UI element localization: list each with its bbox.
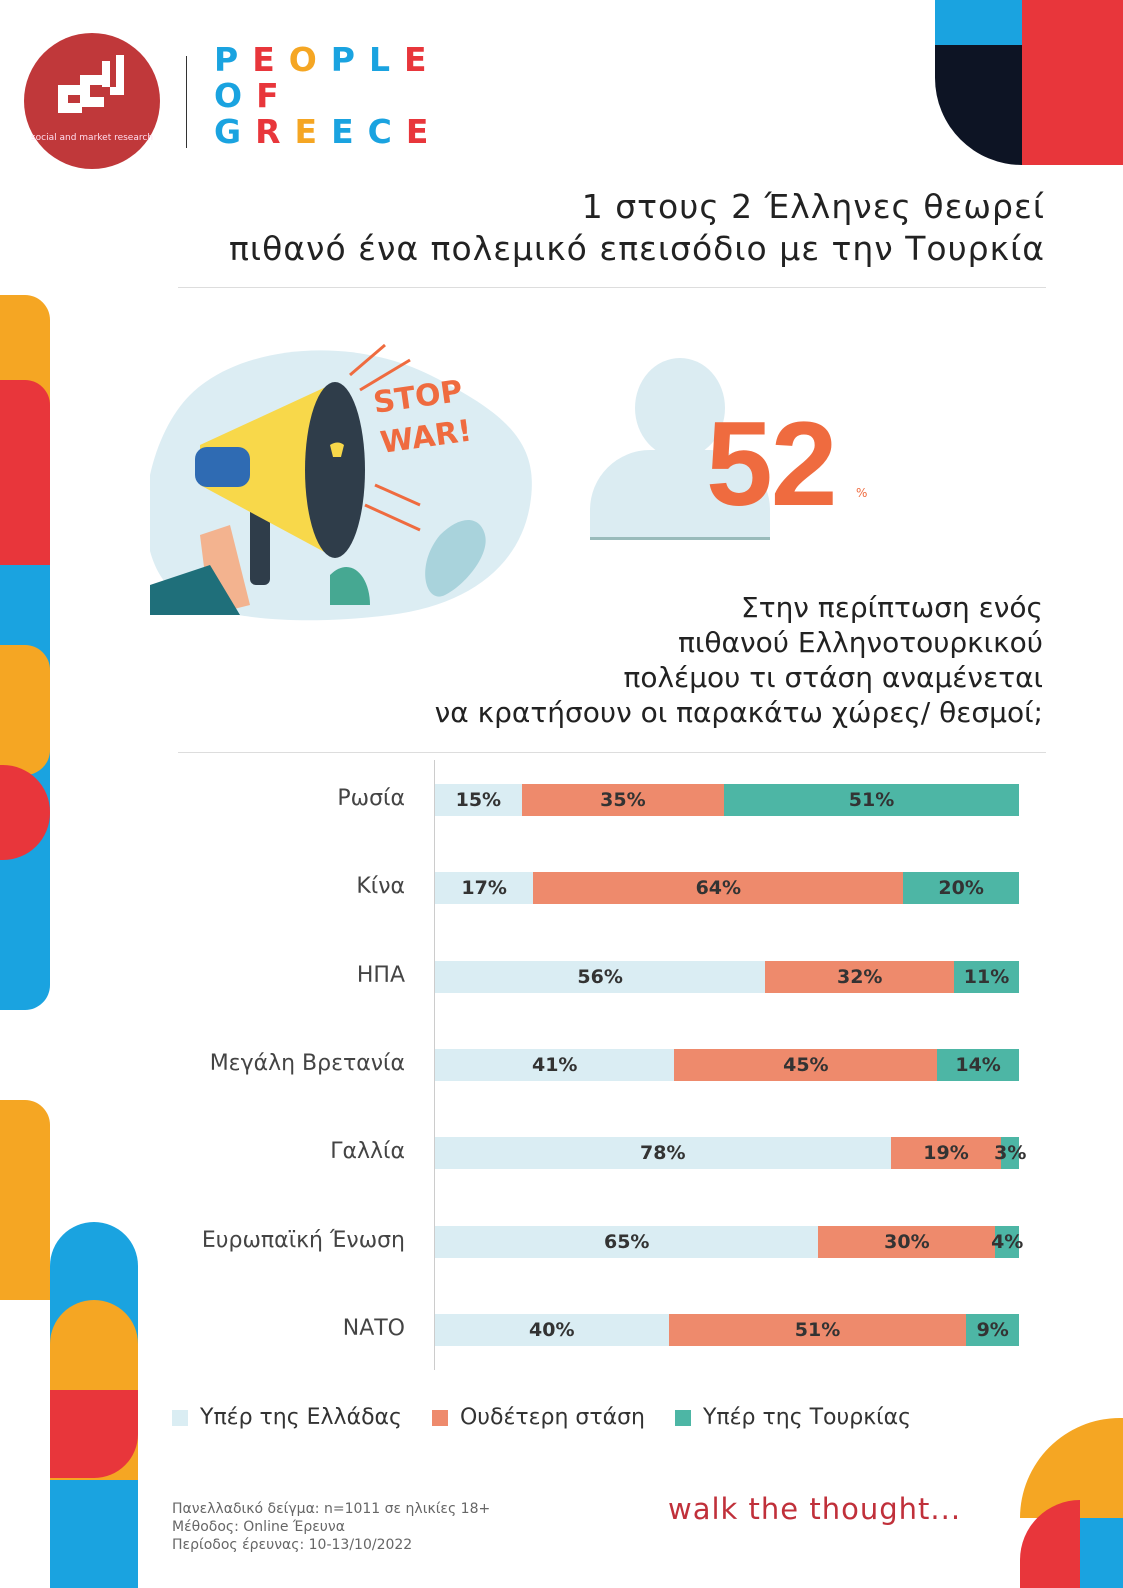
stacked-bar-chart: Ρωσία 15% 35% 51% Κίνα 17% 64% 20% ΗΠΑ 56% 32% 11% Μ…	[201, 784, 1026, 1346]
logo-text: social and market research	[30, 133, 154, 143]
bar-segment: 17%	[435, 872, 534, 905]
data-label: 20%	[938, 877, 984, 900]
bar-segment: 19%	[890, 1137, 1002, 1170]
megaphone-illustration: STOP WAR!	[150, 343, 532, 621]
bar-segment: 32%	[765, 960, 955, 993]
headline: 1 στους 2 Έλληνες θεωρεί πιθανό ένα πολε…	[229, 186, 1045, 270]
bar-segment: 15%	[435, 784, 522, 816]
logo-mark-icon	[58, 55, 124, 113]
bar-segment: 64%	[533, 872, 904, 905]
question-line: να κρατήσουν οι παρακάτω χώρες/ θεσμοί;	[434, 696, 1043, 729]
chart-legend: Υπέρ της Ελλάδας Ουδέτερη στάση Υπέρ της Τ…	[172, 1405, 911, 1430]
company-logo: social and market research	[24, 33, 160, 169]
footer-sample: Πανελλαδικό δείγμα: n=1011 σε ηλικίες 18…	[172, 1501, 491, 1517]
data-label: 51%	[794, 1318, 841, 1341]
data-label: 19%	[923, 1142, 969, 1165]
question-line: πιθανού Ελληνοτουρκικού	[678, 626, 1043, 659]
legend-swatch	[172, 1409, 188, 1426]
legend-swatch	[431, 1409, 448, 1426]
divider	[178, 752, 1046, 753]
category-label: Μεγάλη Βρετανία	[209, 1050, 405, 1076]
question-line: Στην περίπτωση ενός	[741, 591, 1043, 624]
legend-label: Υπέρ της Τουρκίας	[702, 1405, 912, 1430]
stat-unit: %	[856, 486, 868, 500]
data-label: 51%	[848, 789, 895, 811]
data-label: 15%	[455, 789, 502, 811]
question-line: πολέμου τι στάση αναμένεται	[623, 661, 1044, 694]
bar-segment: 51%	[724, 784, 1019, 816]
data-label: 30%	[884, 1230, 930, 1253]
bar-segment: 78%	[435, 1137, 891, 1170]
divider	[178, 287, 1046, 288]
bar-segment: 20%	[903, 872, 1019, 905]
category-label: Γαλλία	[330, 1139, 405, 1165]
category-label: Ευρωπαϊκή Ένωση	[201, 1227, 405, 1253]
data-label: 45%	[783, 1053, 829, 1076]
headline-line-2: πιθανό ένα πολεμικό επεισόδιο με την Του…	[229, 229, 1045, 268]
data-label: 56%	[577, 965, 623, 988]
bar-segment: 41%	[435, 1048, 675, 1081]
footer-method: Μέθοδος: Online Έρευνα	[172, 1519, 345, 1535]
legend-item: Υπέρ της Τουρκίας	[674, 1405, 912, 1430]
logo-divider	[186, 56, 187, 148]
data-label: 41%	[531, 1053, 578, 1076]
footer-period: Περίοδος έρευνας: 10-13/10/2022	[172, 1537, 413, 1553]
bar-segment: 40%	[435, 1313, 669, 1346]
bar-segment: 3%	[994, 1137, 1026, 1170]
data-label: 14%	[955, 1053, 1001, 1076]
data-label: 40%	[529, 1318, 575, 1341]
category-label: Κίνα	[356, 874, 405, 900]
bar-segment: 51%	[668, 1313, 967, 1346]
chart-question: Στην περίπτωση ενός πιθανού Ελληνοτουρκι…	[435, 590, 1043, 730]
data-label: 64%	[695, 877, 742, 900]
person-icon	[590, 330, 790, 540]
data-label: 65%	[603, 1230, 650, 1253]
methodology-note: Πανελλαδικό δείγμα: n=1011 σε ηλικίες 18…	[172, 1500, 490, 1554]
bar-segment: 4%	[991, 1225, 1023, 1258]
bar-segment: 35%	[521, 784, 725, 816]
bar-segment: 45%	[674, 1048, 938, 1081]
bar-segment: 9%	[966, 1313, 1019, 1346]
headline-line-1: 1 στους 2 Έλληνες θεωρεί	[581, 187, 1045, 226]
category-label: Ρωσία	[337, 786, 405, 811]
data-label: 32%	[836, 965, 883, 988]
people-of-greece-logo: PEOPLE OF GREECE	[214, 40, 443, 151]
tagline: walk the thought...	[668, 1492, 962, 1526]
bar-segment: 56%	[435, 960, 766, 993]
stat-value: 52	[706, 397, 837, 531]
category-label: ΝΑΤΟ	[342, 1315, 405, 1341]
category-label: ΗΠΑ	[356, 962, 405, 988]
data-label: 4%	[991, 1230, 1024, 1253]
chart-axis	[434, 760, 435, 1370]
legend-item: Υπέρ της Ελλάδας	[172, 1405, 402, 1430]
data-label: 17%	[461, 877, 507, 900]
bar-segment: 11%	[954, 960, 1019, 993]
data-label: 9%	[976, 1318, 1009, 1341]
bar-segment: 65%	[435, 1225, 819, 1258]
data-label: 11%	[963, 965, 1010, 988]
legend-item: Ουδέτερη στάση	[431, 1405, 645, 1430]
legend-label: Ουδέτερη στάση	[459, 1405, 645, 1430]
legend-label: Υπέρ της Ελλάδας	[200, 1405, 402, 1430]
data-label: 35%	[600, 789, 646, 811]
data-label: 3%	[994, 1142, 1027, 1165]
data-label: 78%	[640, 1142, 686, 1165]
bar-segment: 30%	[818, 1225, 996, 1258]
legend-swatch	[674, 1409, 691, 1426]
bar-segment: 14%	[937, 1048, 1019, 1081]
